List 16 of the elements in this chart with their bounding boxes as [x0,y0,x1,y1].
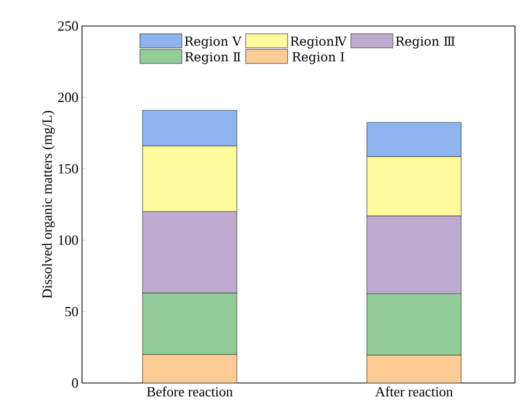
y-tick-label: 50 [65,306,78,316]
y-tick-label: 200 [58,92,78,102]
y-tick-label: 150 [58,164,78,174]
y-tick-label: 100 [58,235,78,245]
y-tick-label: 250 [58,21,78,31]
legend-label: Region Ⅲ [396,36,455,48]
y-tick-label: 0 [72,378,78,388]
bar [366,354,462,383]
x-tick-label: Before reaction [146,386,233,396]
legend-label: Region Ⅴ [184,36,242,48]
legend-label: Region Ⅰ [292,52,344,64]
bar [142,354,238,383]
y-axis-title: Dissolved organic matters (mg/L) [42,110,55,298]
x-tick-label: After reaction [375,386,453,396]
legend-label: Region Ⅱ [185,52,240,64]
legend-label: RegionⅣ [290,36,347,48]
